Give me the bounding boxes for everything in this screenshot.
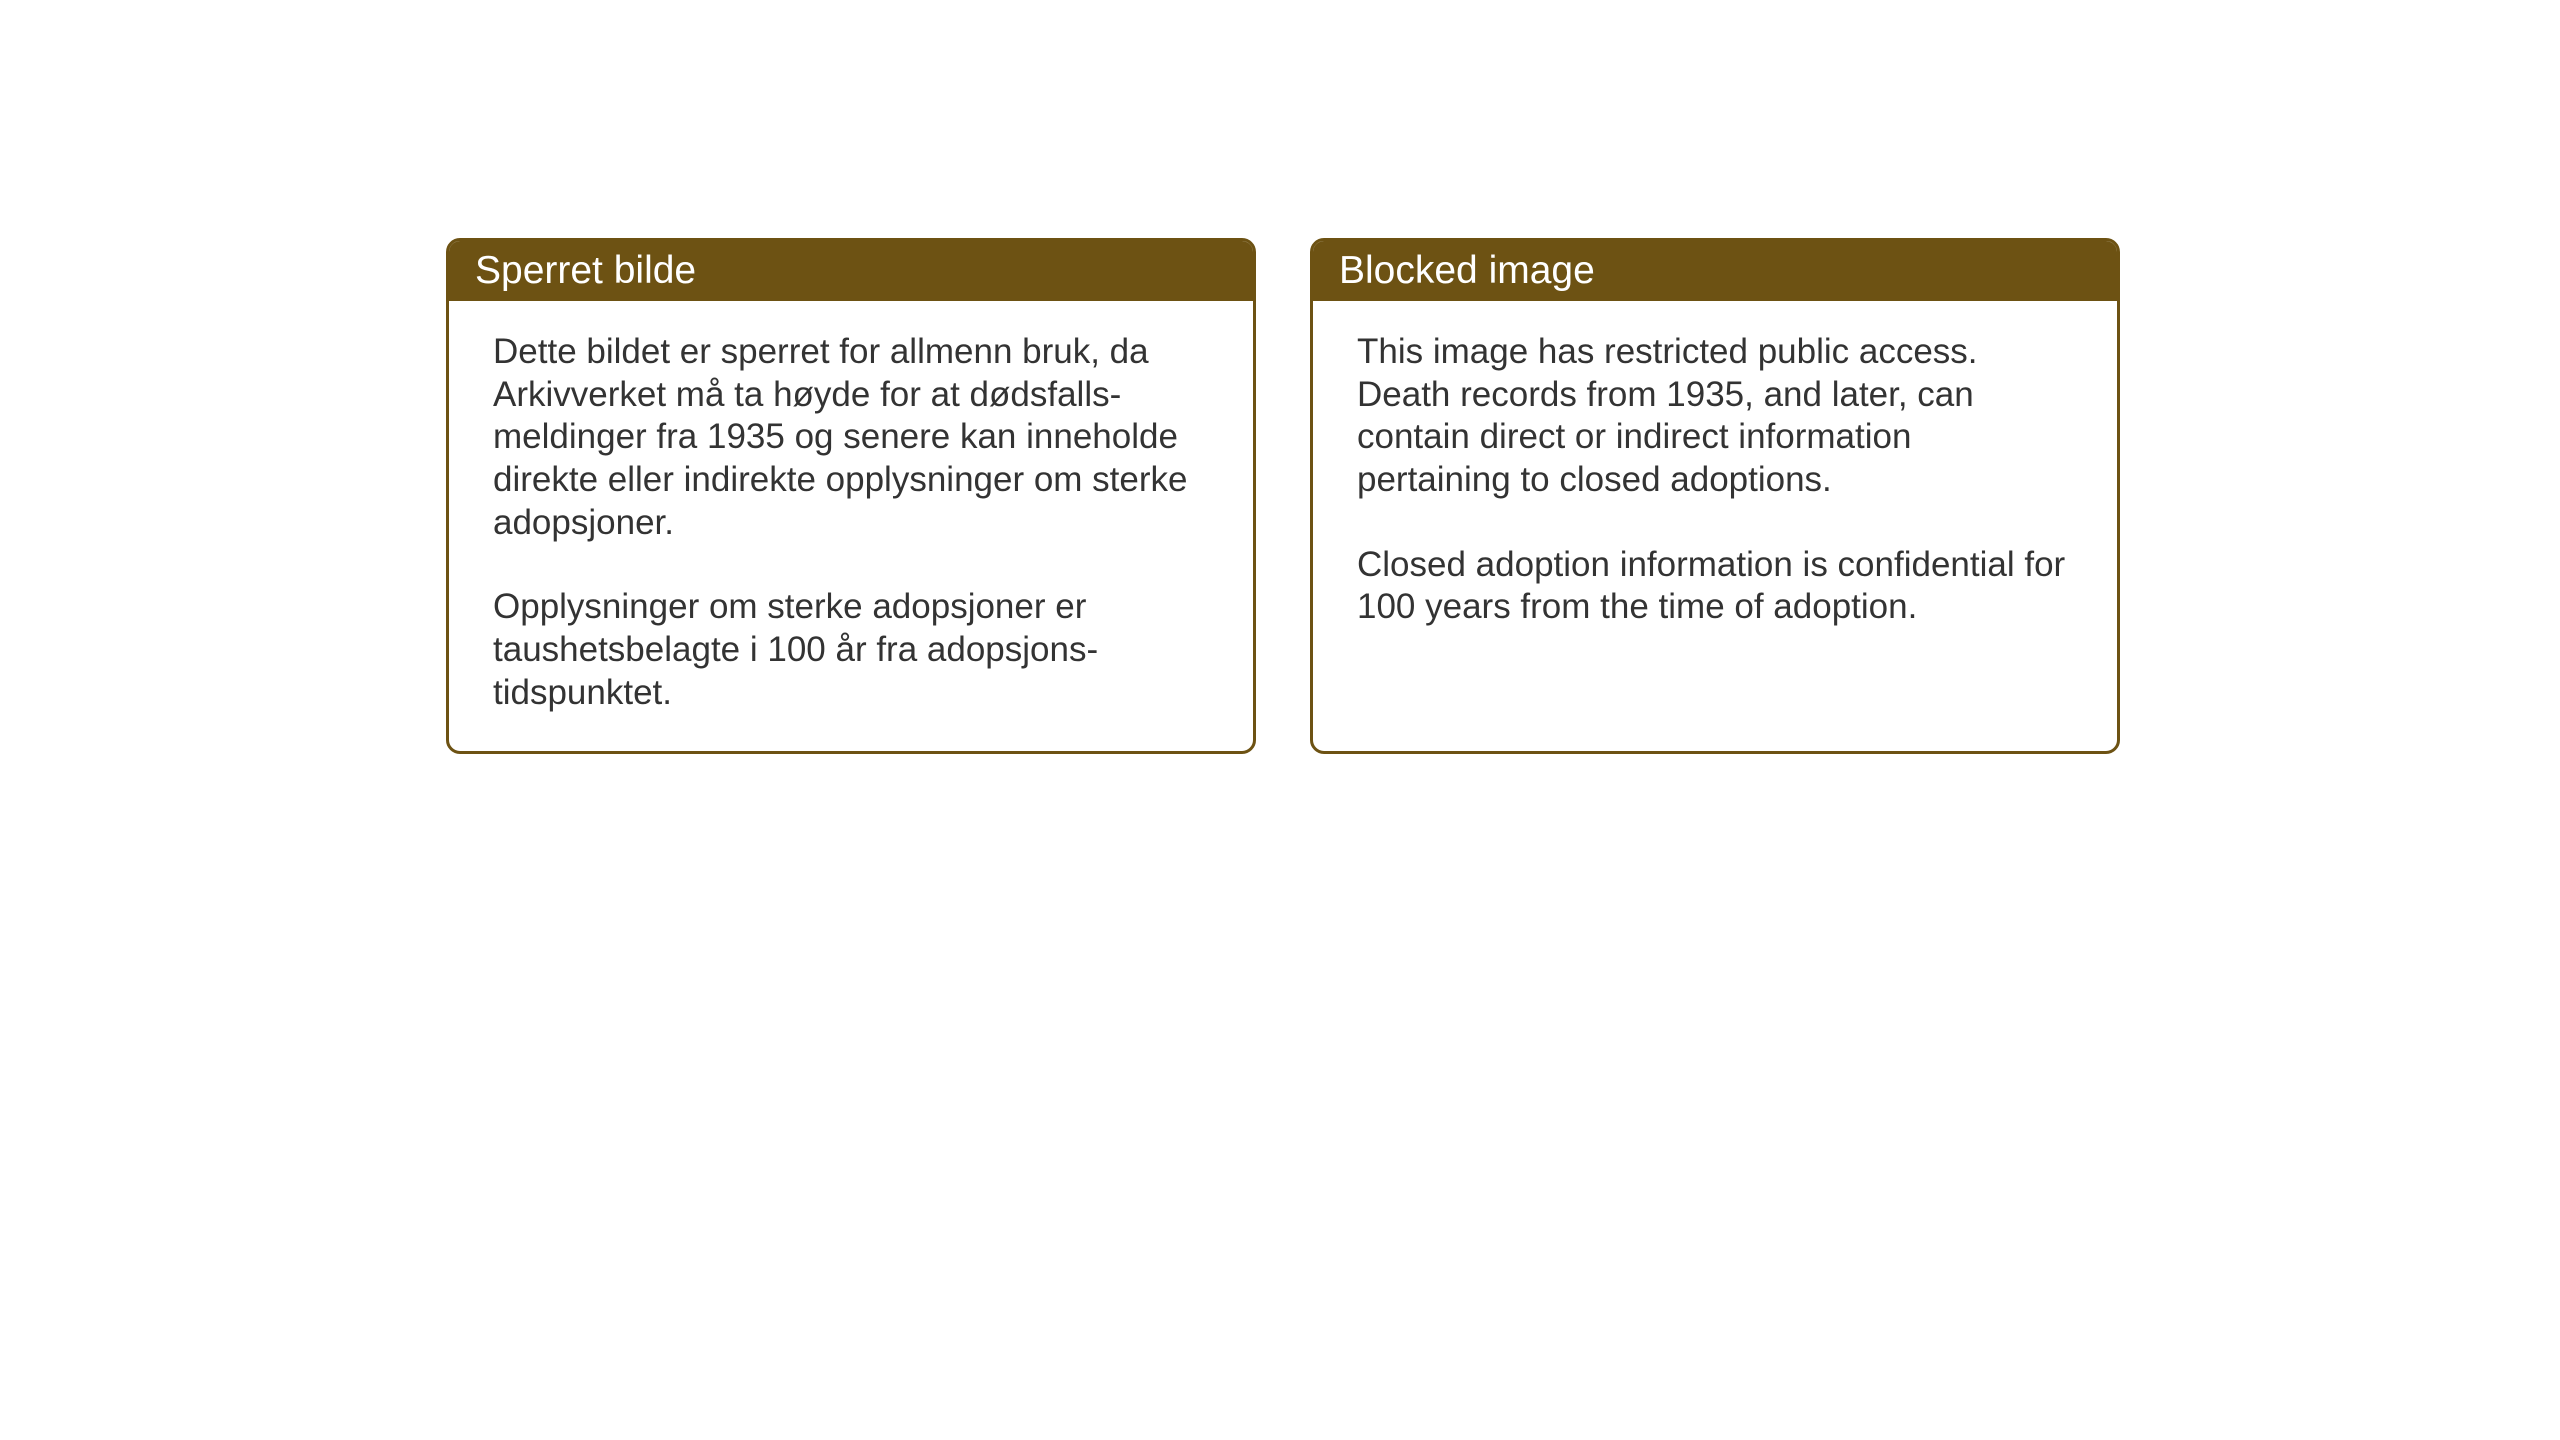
english-paragraph-2: Closed adoption information is confident… — [1357, 544, 2073, 629]
english-paragraph-1: This image has restricted public access.… — [1357, 331, 2073, 502]
norwegian-card: Sperret bilde Dette bildet er sperret fo… — [446, 238, 1256, 754]
cards-container: Sperret bilde Dette bildet er sperret fo… — [446, 238, 2120, 754]
norwegian-card-header: Sperret bilde — [449, 241, 1253, 301]
english-card: Blocked image This image has restricted … — [1310, 238, 2120, 754]
norwegian-paragraph-2: Opplysninger om sterke adopsjoner er tau… — [493, 586, 1209, 714]
english-card-body: This image has restricted public access.… — [1313, 301, 2117, 741]
norwegian-paragraph-1: Dette bildet er sperret for allmenn bruk… — [493, 331, 1209, 544]
english-card-header: Blocked image — [1313, 241, 2117, 301]
norwegian-card-body: Dette bildet er sperret for allmenn bruk… — [449, 301, 1253, 751]
